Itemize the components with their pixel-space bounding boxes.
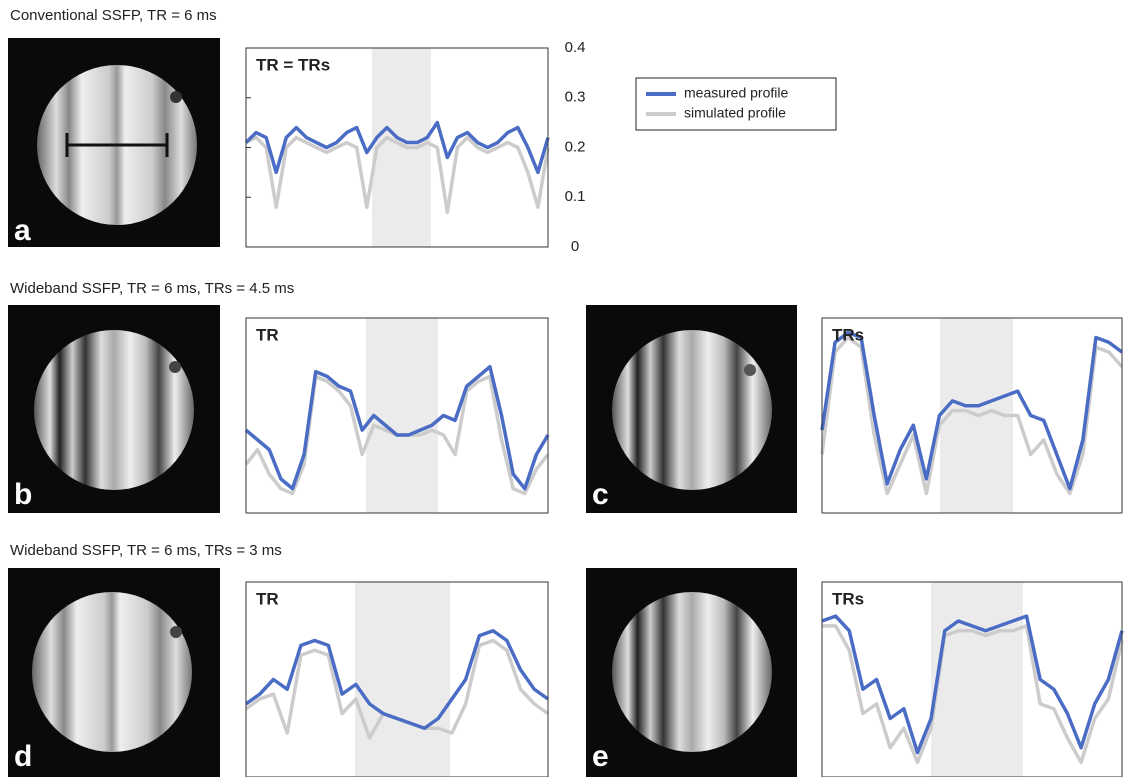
plot-frame <box>245 317 549 514</box>
plot-frame <box>821 317 1123 514</box>
section-title: Wideband SSFP, TR = 6 ms, TRs = 4.5 ms <box>10 280 294 297</box>
section-title: Conventional SSFP, TR = 6 ms <box>10 7 217 24</box>
legend-label: simulated profile <box>684 105 786 121</box>
y-tick-label: 0 <box>571 238 579 255</box>
shaded-region <box>372 48 431 247</box>
plot-frame <box>245 581 549 777</box>
section-title: Wideband SSFP, TR = 6 ms, TRs = 3 ms <box>10 542 282 559</box>
plot-label: TRs <box>832 325 864 344</box>
y-tick-label: 0.2 <box>565 138 586 155</box>
legend: measured profile simulated profile <box>635 77 837 131</box>
shaded-region <box>355 582 450 777</box>
panel-letter: a <box>14 214 31 247</box>
profile-line <box>244 365 550 491</box>
profile-line <box>820 330 1124 491</box>
panel-letter: b <box>14 478 32 511</box>
profile-line <box>822 624 1124 765</box>
profile-line <box>821 614 1124 755</box>
y-tick-label: 0.3 <box>565 89 586 106</box>
image-c: c <box>586 305 797 513</box>
panel-letter: d <box>14 740 32 773</box>
panel-letter: c <box>592 478 609 511</box>
y-tick-label: 0.4 <box>565 39 586 56</box>
panel-letter: e <box>592 740 609 773</box>
image-a: a <box>8 38 220 247</box>
plot-label: TR <box>256 325 279 344</box>
image-b: b <box>8 305 220 513</box>
plot-label: TR <box>256 589 279 608</box>
plot-frame <box>821 581 1123 777</box>
y-tick-label: 0.1 <box>565 188 586 205</box>
shaded-region <box>931 582 1023 777</box>
profile-line <box>244 629 550 730</box>
profile-line <box>244 120 550 175</box>
plot-label: TR = TRs <box>256 55 330 74</box>
shaded-region <box>366 318 438 513</box>
profile-line <box>245 135 550 214</box>
legend-label: measured profile <box>684 85 788 101</box>
plot-label: TRs <box>832 589 864 608</box>
image-e: e <box>586 568 797 777</box>
image-d: d <box>8 568 220 777</box>
plot-frame <box>245 47 549 248</box>
